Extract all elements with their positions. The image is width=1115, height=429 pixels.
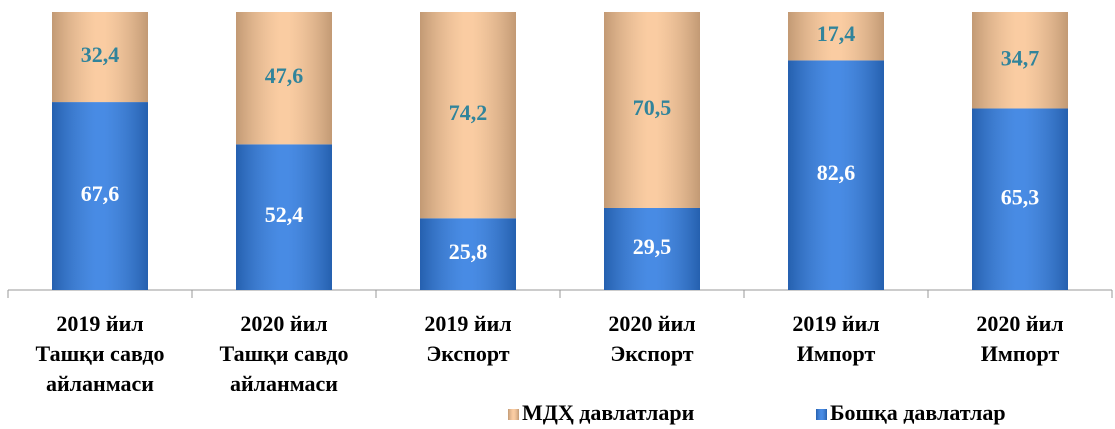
bar-shade <box>972 108 1068 290</box>
bar-shade <box>972 12 1068 109</box>
x-tick-label: Ташқи савдо <box>219 341 348 366</box>
x-tick-label: 2020 йил <box>240 311 327 336</box>
legend-label: МДҲ давлатлари <box>522 400 695 425</box>
value-label: 65,3 <box>1001 184 1040 209</box>
bar-shade <box>604 207 700 290</box>
value-label: 25,8 <box>449 239 488 264</box>
bar-shade <box>420 218 516 290</box>
bar-shade <box>236 12 332 145</box>
x-tick-label: 2020 йил <box>608 311 695 336</box>
value-label: 47,6 <box>265 63 304 88</box>
value-label: 74,2 <box>449 100 488 125</box>
legend-label: Бошқа давлатлар <box>830 400 1006 425</box>
x-tick-label: Ташқи савдо <box>35 341 164 366</box>
x-tick-label: Импорт <box>797 341 876 366</box>
bar-shade <box>52 12 148 103</box>
x-tick-label: Импорт <box>981 341 1060 366</box>
value-label: 29,5 <box>633 234 672 259</box>
x-tick-label: 2019 йил <box>424 311 511 336</box>
value-label: 17,4 <box>817 21 856 46</box>
bar-shade <box>236 144 332 290</box>
legend-marker-shade <box>508 409 519 420</box>
value-label: 67,6 <box>81 181 120 206</box>
x-tick-label: 2020 йил <box>976 311 1063 336</box>
x-tick-label: айланмаси <box>230 371 338 396</box>
value-label: 70,5 <box>633 95 672 120</box>
x-tick-label: Экспорт <box>426 341 509 366</box>
x-tick-label: Экспорт <box>610 341 693 366</box>
bar-shade <box>52 102 148 291</box>
x-tick-label: 2019 йил <box>792 311 879 336</box>
bar-shade <box>604 12 700 208</box>
value-label: 34,7 <box>1001 45 1040 70</box>
bar-shade <box>788 60 884 290</box>
x-tick-label: 2019 йил <box>56 311 143 336</box>
x-tick-label: айланмаси <box>46 371 154 396</box>
value-label: 82,6 <box>817 160 856 185</box>
value-label: 52,4 <box>265 202 304 227</box>
value-label: 32,4 <box>81 42 120 67</box>
legend-marker-shade <box>816 409 827 420</box>
bar-shade <box>420 12 516 219</box>
bar-shade <box>788 12 884 61</box>
